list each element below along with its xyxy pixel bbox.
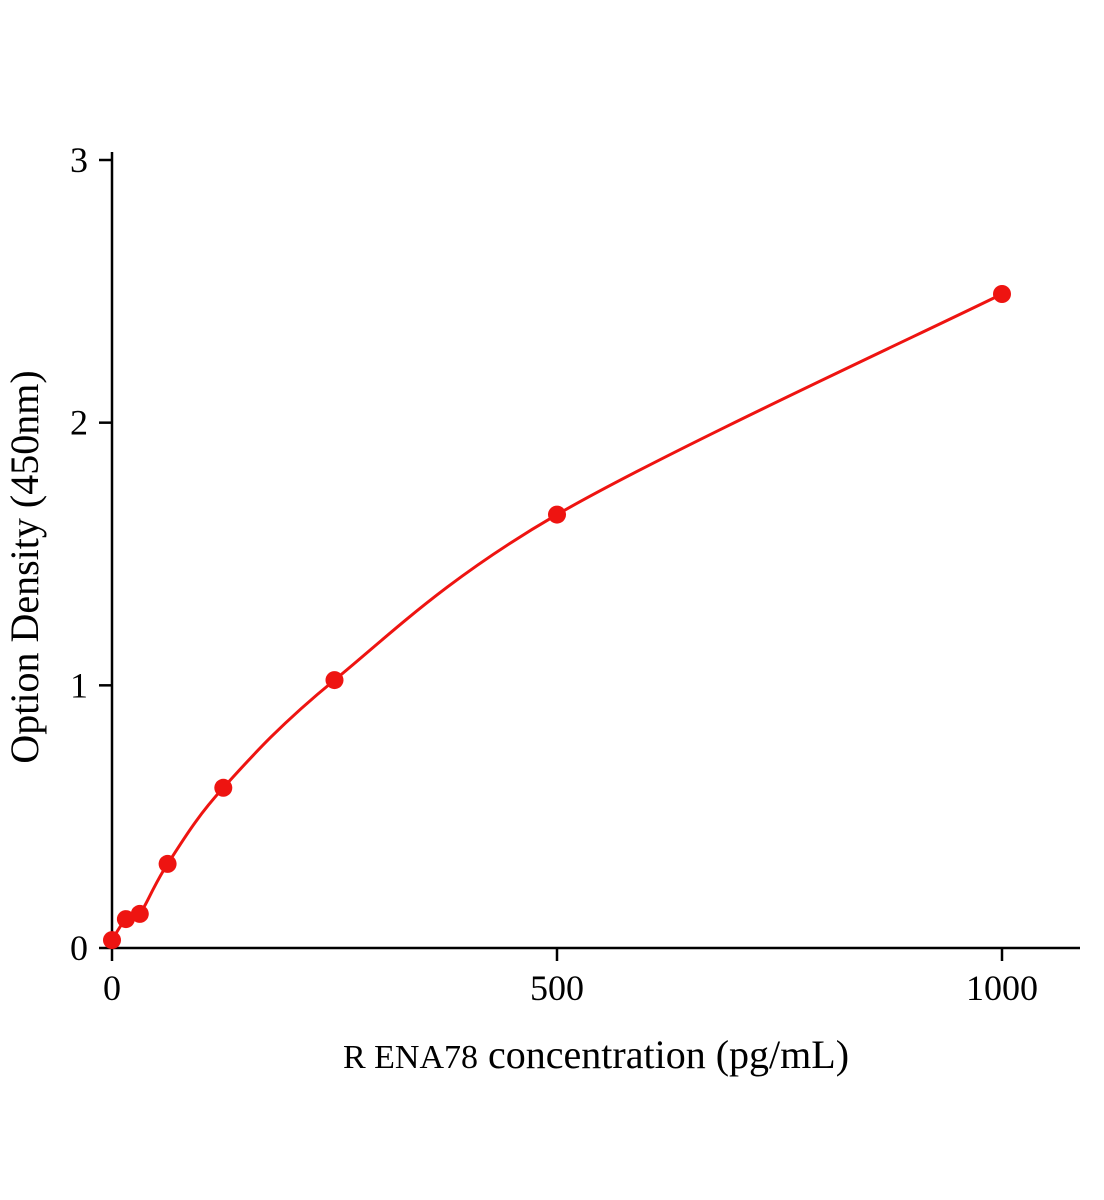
x-axis-label-suffix: concentration (pg/mL) (478, 1032, 849, 1077)
tick-labels: 0 500 1000 0 1 2 3 (70, 140, 1038, 1008)
y-tick-label: 1 (70, 665, 88, 705)
data-point (158, 854, 177, 873)
tick-marks (99, 158, 1004, 961)
x-axis-label: R ENA78 concentration (pg/mL) (343, 1032, 849, 1077)
x-axis-label-prefix: R ENA78 (343, 1039, 478, 1076)
data-point (325, 671, 344, 690)
data-point (993, 285, 1011, 303)
data-point (130, 904, 149, 923)
y-axis-label: Option Density (450nm) (2, 370, 47, 763)
x-tick-label: 500 (530, 968, 584, 1008)
data-point (548, 505, 566, 524)
x-tick-label: 0 (103, 968, 121, 1008)
data-point (214, 778, 233, 797)
x-tick-label: 1000 (966, 968, 1038, 1008)
y-tick-label: 3 (70, 140, 88, 180)
data-points (103, 285, 1011, 950)
y-tick-label: 2 (70, 403, 88, 443)
data-point (116, 910, 135, 929)
axis-lines (110, 152, 1080, 950)
standard-curve-line (110, 292, 1004, 942)
data-point (103, 931, 121, 950)
y-tick-label: 0 (70, 928, 88, 968)
